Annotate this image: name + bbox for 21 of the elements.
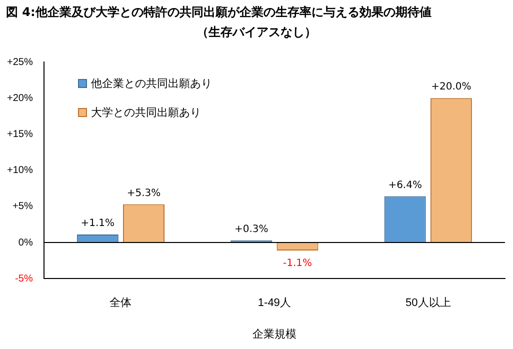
x-tick-label: 1-49人 — [258, 297, 291, 310]
legend-label: 大学との共同出願あり — [90, 105, 201, 120]
y-tick-label: 0% — [18, 237, 33, 248]
data-label: -1.1% — [282, 258, 312, 270]
data-label: +1.1% — [80, 218, 115, 230]
y-tick-label: +15% — [6, 128, 33, 140]
y-tick-label: +20% — [6, 92, 33, 104]
data-label: +0.3% — [234, 224, 268, 235]
chart-title: 図 4:他企業及び大学との特許の共同出願が企業の生存率に与える効果の期待値 — [5, 4, 432, 21]
y-tick-label: +10% — [6, 165, 33, 176]
legend-label: 他企業との共同出願あり — [90, 76, 212, 91]
y-tick-label: -5% — [15, 273, 33, 284]
data-label: +20.0% — [431, 82, 472, 93]
data-label: +5.3% — [126, 188, 161, 199]
chart-subtitle: （生存バイアスなし） — [196, 24, 318, 41]
y-tick-label: +5% — [12, 201, 33, 212]
data-label: +6.4% — [388, 180, 422, 191]
x-tick-label: 50人以上 — [406, 296, 451, 310]
x-axis-title: 企業規模 — [252, 328, 296, 340]
x-tick-label: 全体 — [110, 297, 132, 310]
y-tick-label: +25% — [6, 56, 33, 68]
